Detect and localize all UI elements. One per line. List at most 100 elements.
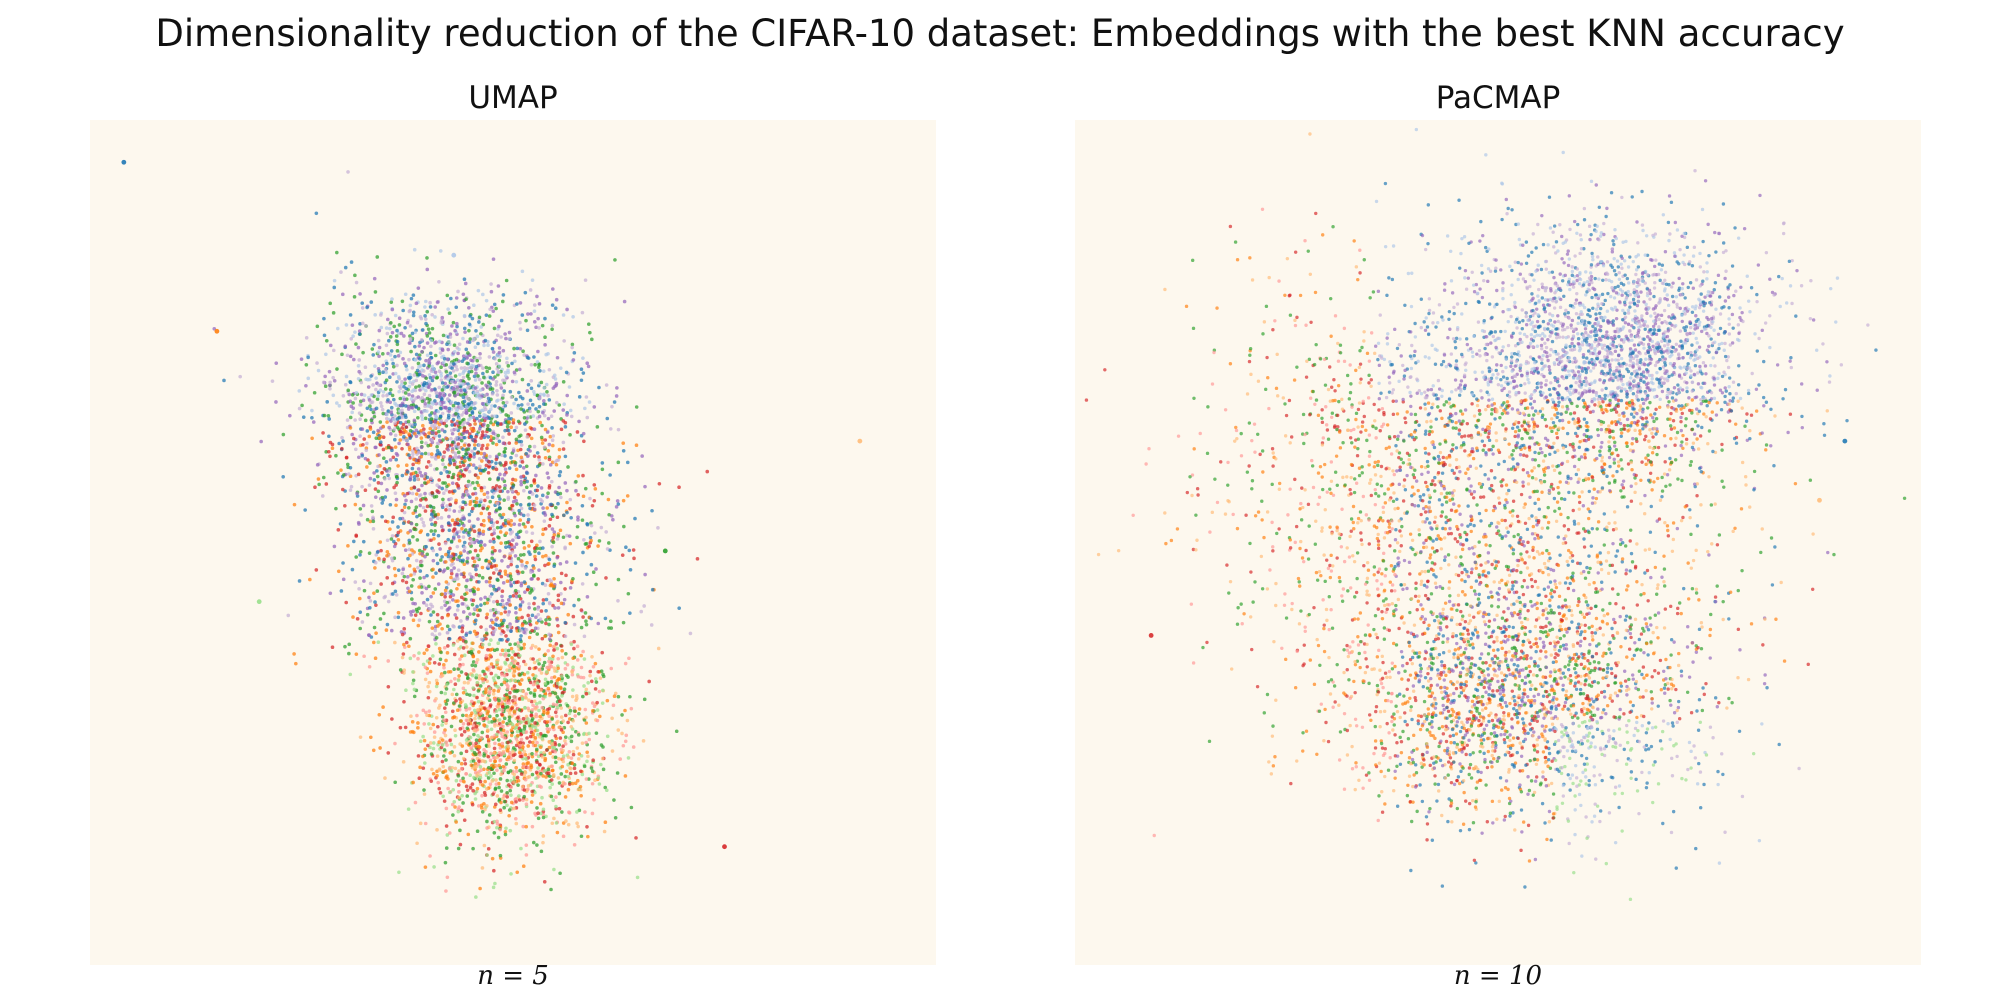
umap-scatter-point <box>525 761 529 766</box>
umap-scatter-point <box>523 422 527 426</box>
umap-scatter-point <box>413 800 418 805</box>
umap-scatter-point <box>542 386 547 390</box>
umap-scatter-point <box>563 454 568 459</box>
umap-scatter-point <box>515 501 519 506</box>
umap-scatter-point <box>473 503 477 508</box>
umap-scatter-point <box>479 331 483 336</box>
umap-scatter-point <box>529 800 534 804</box>
umap-scatter-point <box>616 460 621 465</box>
umap-scatter-point <box>546 491 550 496</box>
umap-scatter-point <box>500 648 505 653</box>
umap-scatter-point <box>525 471 529 475</box>
umap-scatter-point <box>532 478 537 482</box>
umap-scatter-point <box>336 528 341 532</box>
umap-scatter-point <box>488 477 492 481</box>
umap-scatter-point <box>468 773 472 778</box>
umap-scatter-point <box>438 547 442 551</box>
umap-scatter-point <box>572 766 577 771</box>
umap-scatter-point <box>517 750 522 755</box>
umap-scatter-point <box>397 375 401 380</box>
umap-scatter-point <box>587 731 591 736</box>
umap-scatter-point <box>465 587 469 592</box>
umap-scatter-point <box>420 417 425 422</box>
umap-scatter-point <box>532 503 537 507</box>
umap-scatter-point <box>353 502 358 507</box>
umap-scatter-point <box>480 430 485 434</box>
umap-scatter-point <box>332 378 337 383</box>
umap-scatter-point <box>457 625 462 629</box>
umap-scatter-point <box>499 318 504 323</box>
umap-scatter-point <box>526 613 531 618</box>
umap-scatter-point <box>532 392 537 397</box>
umap-scatter-point <box>500 453 504 458</box>
umap-scatter-point <box>552 675 557 679</box>
umap-scatter-point <box>416 395 421 399</box>
umap-scatter-point <box>480 783 485 787</box>
umap-scatter-point <box>465 726 470 731</box>
umap-scatter-point <box>500 515 504 520</box>
umap-scatter-point <box>401 521 406 526</box>
umap-scatter-point <box>467 384 471 389</box>
umap-scatter-point <box>447 627 452 632</box>
umap-scatter-point <box>563 634 568 639</box>
umap-scatter-point <box>519 628 523 633</box>
umap-scatter-point <box>453 454 458 458</box>
umap-scatter-point <box>527 666 532 671</box>
umap-scatter-point <box>572 603 576 608</box>
umap-scatter-point <box>521 522 526 526</box>
umap-scatter-point <box>567 811 572 815</box>
umap-scatter-point <box>297 579 302 583</box>
umap-scatter-point <box>507 813 511 818</box>
umap-scatter-point <box>519 475 523 479</box>
umap-scatter-point <box>462 680 467 685</box>
umap-scatter-point <box>538 396 542 401</box>
umap-scatter-point <box>498 777 503 781</box>
umap-scatter-point <box>504 336 508 341</box>
umap-scatter-point <box>487 559 491 564</box>
umap-scatter-point <box>429 538 433 543</box>
umap-scatter-point <box>445 293 450 298</box>
umap-scatter-point <box>524 451 529 456</box>
umap-scatter-point <box>461 292 466 297</box>
umap-scatter-point <box>555 685 559 689</box>
umap-scatter-point <box>350 410 354 415</box>
umap-scatter-point <box>550 323 555 328</box>
umap-scatter-point <box>440 458 445 462</box>
umap-scatter-point <box>416 361 421 366</box>
umap-scatter-point <box>369 407 373 412</box>
umap-scatter-point <box>412 373 417 377</box>
umap-scatter-point <box>525 485 529 490</box>
umap-scatter-point <box>399 331 404 336</box>
umap-scatter-point <box>517 594 522 598</box>
umap-scatter-point <box>561 419 566 423</box>
umap-scatter-point <box>408 372 412 377</box>
umap-scatter-point <box>561 380 566 384</box>
umap-scatter-point <box>545 711 550 716</box>
umap-scatter-point <box>552 745 557 750</box>
umap-scatter-point <box>621 449 626 453</box>
umap-scatter-point <box>536 607 540 611</box>
umap-scatter-point <box>408 436 412 440</box>
umap-scatter-point <box>540 636 545 641</box>
umap-scatter-point <box>470 782 475 786</box>
umap-scatter-point <box>389 321 393 325</box>
umap-scatter-point <box>597 539 602 543</box>
umap-scatter-point <box>488 714 492 719</box>
umap-scatter-point <box>596 621 601 626</box>
umap-scatter-point <box>515 564 519 569</box>
umap-scatter-point <box>540 441 545 445</box>
umap-scatter-point <box>447 831 452 835</box>
umap-scatter-point <box>586 322 591 326</box>
umap-scatter-point <box>394 403 399 407</box>
umap-scatter-point <box>613 816 618 820</box>
umap-scatter-point <box>608 427 613 431</box>
umap-scatter-point <box>499 700 504 704</box>
umap-scatter-point <box>557 677 562 681</box>
umap-scatter-point <box>392 397 396 402</box>
umap-scatter-point <box>583 406 587 411</box>
umap-scatter-point <box>529 427 534 431</box>
umap-scatter-point <box>497 698 501 703</box>
umap-scatter-point <box>560 694 564 698</box>
umap-scatter-point <box>458 657 462 661</box>
umap-scatter-point <box>508 603 512 607</box>
